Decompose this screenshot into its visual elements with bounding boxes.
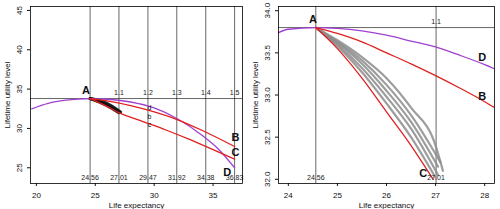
svg-text:A: A bbox=[309, 13, 317, 25]
svg-text:28: 28 bbox=[480, 191, 489, 200]
svg-text:45: 45 bbox=[15, 5, 24, 14]
svg-text:D: D bbox=[478, 51, 486, 63]
svg-text:D: D bbox=[223, 166, 231, 178]
svg-text:32.5: 32.5 bbox=[263, 129, 272, 145]
svg-text:36.83: 36.83 bbox=[225, 173, 244, 181]
svg-text:C: C bbox=[231, 146, 239, 158]
svg-text:27.01: 27.01 bbox=[427, 174, 445, 181]
svg-text:35: 35 bbox=[209, 191, 218, 200]
svg-text:31.92: 31.92 bbox=[168, 174, 186, 181]
svg-text:Life expectancy: Life expectancy bbox=[109, 201, 165, 209]
svg-text:24.56: 24.56 bbox=[307, 174, 325, 181]
svg-text:33.0: 33.0 bbox=[263, 87, 272, 103]
svg-text:34.0: 34.0 bbox=[263, 2, 272, 18]
svg-text:b: b bbox=[148, 113, 152, 120]
svg-text:1.1: 1.1 bbox=[431, 18, 441, 25]
svg-text:Lifetime utility level: Lifetime utility level bbox=[3, 61, 12, 128]
svg-text:A: A bbox=[82, 84, 90, 96]
svg-text:32.0: 32.0 bbox=[263, 171, 272, 187]
svg-text:1.5: 1.5 bbox=[230, 89, 240, 96]
svg-text:26: 26 bbox=[382, 191, 391, 200]
svg-text:25: 25 bbox=[91, 191, 100, 200]
svg-text:27.01: 27.01 bbox=[110, 174, 128, 181]
svg-text:34.38: 34.38 bbox=[197, 174, 215, 181]
svg-text:30: 30 bbox=[15, 123, 24, 132]
svg-text:30: 30 bbox=[150, 191, 159, 200]
svg-text:29.47: 29.47 bbox=[139, 174, 157, 181]
svg-text:1.2: 1.2 bbox=[143, 89, 153, 96]
svg-text:d: d bbox=[148, 104, 152, 111]
svg-text:27: 27 bbox=[431, 191, 440, 200]
svg-text:c: c bbox=[148, 121, 152, 128]
svg-text:1.4: 1.4 bbox=[201, 89, 211, 96]
svg-text:24: 24 bbox=[284, 191, 293, 200]
svg-text:B: B bbox=[231, 131, 239, 143]
svg-text:24.56: 24.56 bbox=[81, 174, 99, 181]
svg-text:C: C bbox=[419, 167, 427, 179]
svg-text:40: 40 bbox=[15, 45, 24, 54]
svg-text:25: 25 bbox=[15, 163, 24, 172]
svg-text:B: B bbox=[478, 90, 486, 102]
svg-text:20: 20 bbox=[32, 191, 41, 200]
svg-text:1.1: 1.1 bbox=[114, 89, 124, 96]
svg-text:25: 25 bbox=[333, 191, 342, 200]
svg-text:1.3: 1.3 bbox=[172, 89, 182, 96]
svg-text:Lifetime utility level: Lifetime utility level bbox=[251, 61, 260, 128]
svg-text:35: 35 bbox=[15, 84, 24, 93]
svg-text:33.5: 33.5 bbox=[263, 45, 272, 61]
svg-text:Life expectancy: Life expectancy bbox=[359, 201, 415, 209]
